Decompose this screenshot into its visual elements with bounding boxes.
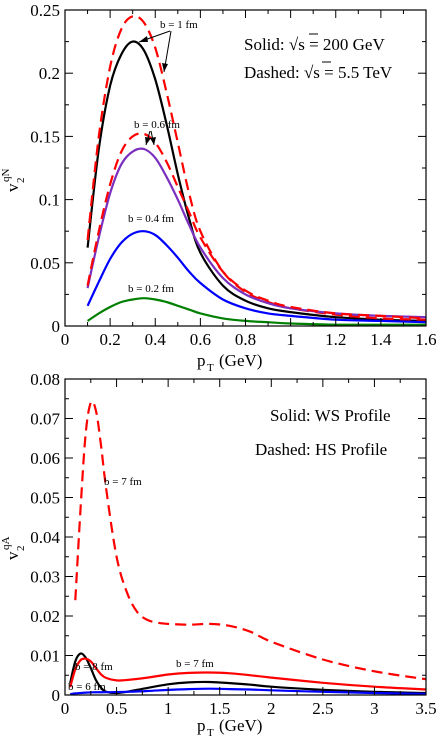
y-tick-label: 0.15 bbox=[30, 127, 60, 146]
x-tick-label: 1 bbox=[286, 330, 295, 349]
bottom-panel-frame bbox=[64, 378, 427, 696]
bottom-legend-solid: Solid: WS Profile bbox=[270, 406, 391, 425]
bottom-panel-ticks: 0 0.5 1 1.5 2 2.5 3 3.5 0 0.01 0.02 0.03 0.04 0.05 0.0… bbox=[30, 370, 436, 718]
x-tick-label: 1.6 bbox=[415, 330, 436, 349]
y-tick-label: 0.02 bbox=[30, 607, 60, 626]
top-legend-solid: Solid: √s = 200 GeV bbox=[244, 35, 385, 54]
top-ylabel: v 2 qN bbox=[0, 169, 27, 193]
top-xlabel-sub: T bbox=[207, 362, 214, 374]
top-ylabel-main: v bbox=[3, 183, 22, 192]
bottom-ylabel: v 2 qA bbox=[0, 537, 27, 561]
top-arrowhead-b06-a bbox=[145, 137, 151, 145]
y-tick-label: 0.04 bbox=[30, 528, 60, 547]
bottom-annot-b7-solid: b = 7 fm bbox=[176, 658, 214, 670]
y-tick-label: 0 bbox=[52, 317, 61, 336]
top-panel-ticks: 0 0.2 0.4 0.6 0.8 1 1.2 1.4 1.6 0 0.05 0.1 0.15 0.2 0.… bbox=[30, 1, 436, 349]
bottom-ylabel-sup: qA bbox=[0, 537, 12, 551]
x-tick-label: 0 bbox=[61, 330, 70, 349]
series-line-1 bbox=[86, 14, 427, 321]
top-legend-dashed: Dashed: √s = 5.5 TeV bbox=[244, 63, 393, 82]
x-tick-label: 1.4 bbox=[370, 330, 392, 349]
x-tick-label: 2.5 bbox=[312, 699, 333, 718]
top-xlabel-main: p bbox=[197, 351, 206, 370]
top-annot-b02: b = 0.2 fm bbox=[128, 283, 174, 295]
x-tick-label: 0.4 bbox=[145, 330, 167, 349]
y-tick-label: 0.06 bbox=[30, 449, 60, 468]
top-ylabel-sub: 2 bbox=[15, 178, 27, 184]
bottom-xlabel-main: p bbox=[197, 716, 206, 735]
bottom-panel: 0 0.5 1 1.5 2 2.5 3 3.5 0 0.01 0.02 0.03 0.04 0.05 0.0… bbox=[0, 370, 436, 739]
series-line-0 bbox=[86, 40, 427, 322]
x-tick-label: 3.5 bbox=[415, 699, 436, 718]
top-annot-b06: b = 0.6 fm bbox=[134, 119, 180, 131]
top-annot-b04: b = 0.4 fm bbox=[128, 213, 174, 225]
bottom-ylabel-sub: 2 bbox=[15, 546, 27, 552]
bottom-annot-b7-dashed: b = 7 fm bbox=[104, 476, 142, 488]
series-line-5 bbox=[86, 297, 426, 326]
series-line-2 bbox=[86, 147, 427, 319]
y-tick-label: 0.25 bbox=[30, 1, 60, 20]
series-line-4 bbox=[86, 230, 427, 324]
x-tick-label: 2 bbox=[267, 699, 276, 718]
bottom-annot-b8: b = 8 fm bbox=[75, 661, 113, 673]
bottom-ylabel-main: v bbox=[3, 551, 22, 560]
y-tick-label: 0.1 bbox=[39, 191, 60, 210]
y-tick-label: 0.05 bbox=[30, 489, 60, 508]
top-panel-frame bbox=[64, 9, 427, 327]
top-arrowhead-b1-b bbox=[162, 63, 168, 72]
y-tick-label: 0.01 bbox=[30, 647, 60, 666]
series-line-3 bbox=[86, 132, 427, 320]
top-arrowhead-b1-a bbox=[139, 36, 148, 42]
top-xlabel-unit: (GeV) bbox=[219, 351, 262, 370]
x-tick-label: 0.8 bbox=[235, 330, 256, 349]
x-tick-label: 1 bbox=[164, 699, 173, 718]
y-tick-label: 0 bbox=[52, 686, 61, 705]
x-tick-label: 0.5 bbox=[106, 699, 127, 718]
bottom-xlabel-unit: (GeV) bbox=[219, 716, 262, 735]
x-tick-label: 1.2 bbox=[325, 330, 346, 349]
y-tick-label: 0.05 bbox=[30, 254, 60, 273]
bottom-annot-b6: b = 6 fm bbox=[68, 681, 106, 693]
top-panel: 0 0.2 0.4 0.6 0.8 1 1.2 1.4 1.6 0 0.05 0.1 0.15 0.2 0.… bbox=[0, 1, 436, 374]
series-line-0 bbox=[74, 400, 427, 681]
y-tick-label: 0.03 bbox=[30, 568, 60, 587]
x-tick-label: 0.6 bbox=[190, 330, 211, 349]
top-ylabel-sup: qN bbox=[0, 169, 12, 183]
x-tick-label: 3 bbox=[370, 699, 379, 718]
x-tick-label: 0.2 bbox=[100, 330, 121, 349]
y-tick-label: 0.07 bbox=[30, 410, 60, 429]
y-tick-label: 0.2 bbox=[39, 64, 60, 83]
top-panel-curves bbox=[86, 14, 427, 326]
bottom-legend-dashed: Dashed: HS Profile bbox=[255, 440, 387, 459]
bottom-xlabel-sub: T bbox=[207, 727, 214, 739]
top-arrowhead-b06-b bbox=[150, 137, 156, 145]
x-tick-label: 1.5 bbox=[209, 699, 230, 718]
y-tick-label: 0.08 bbox=[30, 370, 60, 389]
x-tick-label: 0 bbox=[61, 699, 70, 718]
top-annot-b1: b = 1 fm bbox=[160, 19, 198, 31]
series-line-2 bbox=[69, 657, 427, 691]
